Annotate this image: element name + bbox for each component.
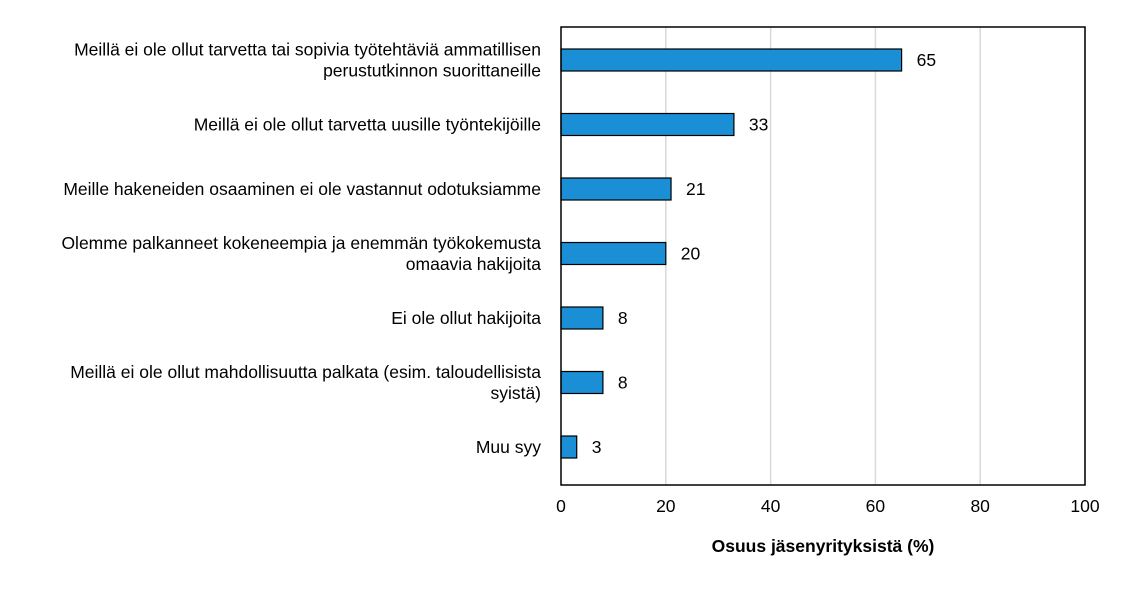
x-axis-ticks: 0 20 40 60 80 100 — [556, 496, 1100, 516]
data-label-4: 20 — [681, 244, 701, 264]
data-label-2: 33 — [749, 115, 768, 135]
category-label-4-line-1: Olemme palkanneet kokeneempia ja enemmän… — [61, 233, 541, 253]
category-label-5: Ei ole ollut hakijoita — [391, 308, 541, 328]
category-label-6-line-1: Meillä ei ole ollut mahdollisuutta palka… — [70, 362, 541, 382]
data-label-6: 8 — [618, 373, 628, 393]
data-labels: 65 33 21 20 8 8 3 — [592, 50, 936, 457]
category-label-3: Meille hakeneiden osaaminen ei ole vasta… — [63, 179, 541, 199]
x-axis-title: Osuus jäsenyrityksistä (%) — [712, 536, 935, 556]
x-tick-label-20: 20 — [656, 496, 676, 516]
bar-1 — [560, 48, 903, 72]
category-label-6-line-2: syistä) — [490, 383, 541, 403]
bar-3 — [560, 177, 672, 201]
category-label-1-line-1: Meillä ei ole ollut tarvetta tai sopivia… — [74, 40, 541, 60]
category-label-2: Meillä ei ole ollut tarvetta uusille työ… — [194, 115, 541, 135]
gridlines — [665, 27, 1086, 485]
x-tick-label-60: 60 — [866, 496, 886, 516]
data-label-5: 8 — [618, 308, 628, 328]
x-tick-label-40: 40 — [761, 496, 781, 516]
x-tick-label-0: 0 — [556, 496, 566, 516]
x-tick-label-80: 80 — [970, 496, 990, 516]
bar-4 — [560, 241, 667, 266]
bars — [560, 48, 903, 459]
data-label-7: 3 — [592, 437, 602, 457]
category-label-4-line-2: omaavia hakijoita — [406, 254, 541, 274]
plot-frame — [560, 26, 1086, 486]
bar-6 — [560, 370, 604, 395]
data-label-1: 65 — [917, 50, 936, 70]
category-labels: Meillä ei ole ollut tarvetta tai sopivia… — [61, 40, 541, 458]
bar-2 — [560, 112, 735, 137]
category-label-1-line-2: perustutkinnon suorittaneille — [323, 61, 541, 81]
bar-7 — [560, 435, 578, 459]
x-tick-label-100: 100 — [1070, 496, 1099, 516]
category-label-7: Muu syy — [476, 437, 541, 457]
data-label-3: 21 — [686, 179, 705, 199]
bar-5 — [560, 306, 604, 330]
